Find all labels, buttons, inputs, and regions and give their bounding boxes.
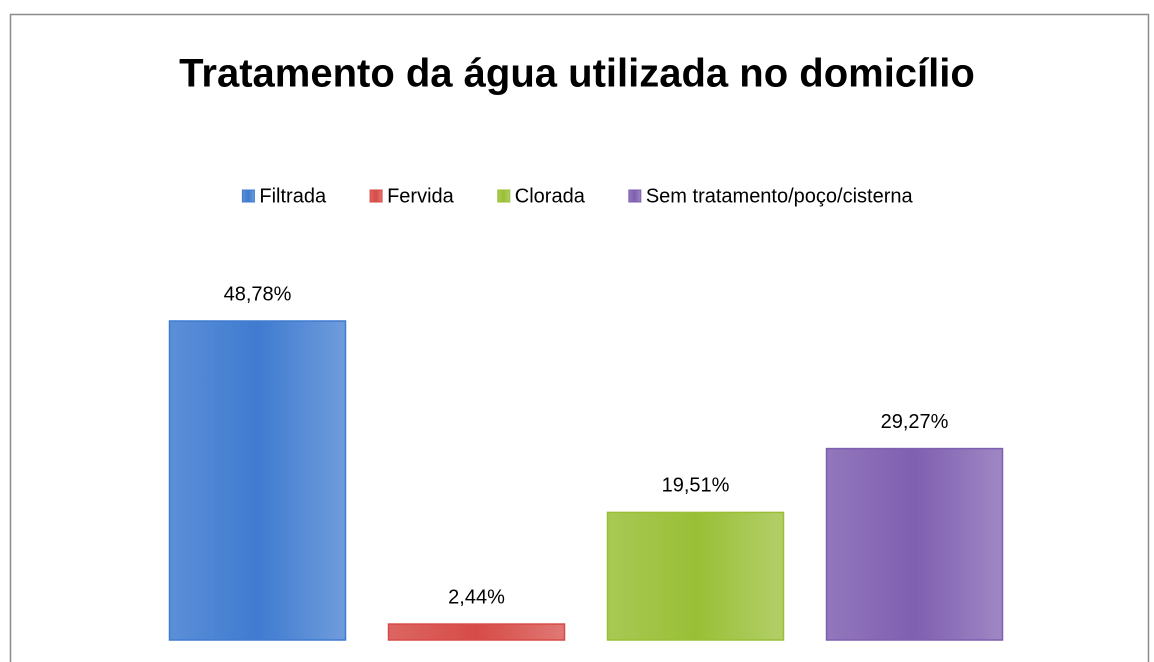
- bar: [606, 511, 785, 641]
- data-label: 48,78%: [224, 283, 292, 305]
- legend-label: Fervida: [387, 185, 455, 207]
- legend-swatch: [369, 189, 383, 203]
- bar: [825, 447, 1004, 641]
- chart-frame: [9, 13, 1150, 662]
- legend-swatch: [497, 189, 511, 203]
- data-label: 19,51%: [662, 475, 730, 497]
- data-label: 2,44%: [448, 586, 505, 608]
- legend-label: Clorada: [515, 185, 586, 207]
- bar: [168, 320, 347, 641]
- chart-title: Tratamento da água utilizada no domicíli…: [179, 52, 975, 96]
- legend-label: Filtrada: [259, 185, 327, 207]
- bar: [387, 623, 566, 641]
- legend-swatch: [628, 189, 642, 203]
- data-label: 29,27%: [881, 411, 949, 433]
- legend-swatch: [241, 189, 255, 203]
- legend-label: Sem tratamento/poço/cisterna: [646, 185, 914, 207]
